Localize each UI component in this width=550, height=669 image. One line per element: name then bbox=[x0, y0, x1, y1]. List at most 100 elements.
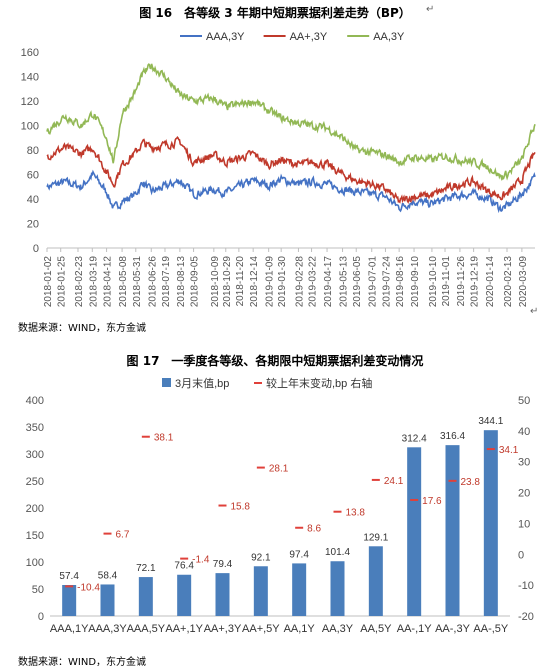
bar-AA,1Y bbox=[292, 563, 307, 616]
legend-label-0: AAA,3Y bbox=[206, 31, 245, 43]
legend-label-bar: 3月末值,bp bbox=[175, 376, 229, 390]
x-tick-label: 2019-02-28 bbox=[294, 256, 305, 308]
legend-swatch-bar bbox=[162, 378, 171, 387]
x-tick-label: 2018-04-12 bbox=[103, 256, 114, 308]
change-value-label: 15.8 bbox=[231, 502, 251, 513]
change-value-label: 24.1 bbox=[384, 476, 404, 487]
y-tick-label: 60 bbox=[27, 170, 39, 182]
line-chart: AAA,3Y AA+,3Y AA,3Y 0 20 40 60 80 100 120 140 160 20… bbox=[21, 31, 536, 308]
x-tick-label: AA,5Y bbox=[360, 623, 392, 635]
x-tick-label: 2018-01-02 bbox=[43, 256, 54, 308]
y-tick-label: 160 bbox=[21, 47, 39, 59]
bar-value-label: 57.4 bbox=[59, 571, 79, 582]
x-tick-label: 2019-08-16 bbox=[395, 256, 406, 308]
bar-AA+,1Y bbox=[177, 574, 192, 616]
change-value-label: 17.6 bbox=[422, 496, 442, 507]
change-value-label: 6.7 bbox=[116, 530, 130, 541]
x-tick-label: 2019-01-30 bbox=[277, 256, 288, 308]
x-tick-label: 2019-11-26 bbox=[456, 256, 467, 307]
y-tick-label: 140 bbox=[21, 72, 39, 84]
y2-tick-label: 40 bbox=[518, 426, 530, 438]
change-value-label: 38.1 bbox=[154, 433, 174, 444]
x-tick-label: 2018-02-23 bbox=[74, 256, 85, 308]
change-value-label: 23.8 bbox=[461, 477, 481, 488]
change-value-label: 34.1 bbox=[499, 445, 519, 456]
change-value-label: 8.6 bbox=[307, 524, 321, 535]
paragraph-mark-icon: ↵ bbox=[426, 4, 435, 15]
y-tick-label: 0 bbox=[38, 611, 44, 623]
bar-value-label: 316.4 bbox=[440, 431, 465, 442]
figure16-source: 数据来源：WIND，东方金诚 bbox=[18, 323, 147, 334]
x-tick-label: 2018-05-08 bbox=[118, 256, 129, 308]
x-tick-label: AA+,5Y bbox=[242, 623, 280, 635]
x-tick-label: 2018-10-29 bbox=[222, 256, 233, 308]
bar-value-label: 92.1 bbox=[251, 552, 271, 563]
x-tick-label: 2020-01-14 bbox=[485, 256, 496, 308]
x-tick-label: 2019-05-13 bbox=[339, 256, 350, 308]
bar-AA,3Y bbox=[330, 561, 345, 616]
bar-AAA,3Y bbox=[100, 584, 115, 616]
y2-tick-label: 10 bbox=[518, 518, 530, 530]
y2-tick-label: -20 bbox=[518, 611, 534, 623]
x-tick-label: AA-,1Y bbox=[397, 623, 433, 635]
y-tick-label: 50 bbox=[32, 584, 44, 596]
y2-tick-label: 20 bbox=[518, 488, 530, 500]
x-tick-label: 2018-12-14 bbox=[249, 256, 260, 308]
x-tick-label: 2019-07-24 bbox=[381, 256, 392, 308]
y-tick-label: 0 bbox=[33, 243, 39, 255]
x-tick-label: 2019-03-22 bbox=[308, 256, 319, 308]
x-tick-label: 2018-01-25 bbox=[57, 256, 68, 308]
paragraph-mark-icon: ↵ bbox=[530, 306, 539, 317]
bar-value-label: 129.1 bbox=[363, 532, 388, 543]
change-value-label: 28.1 bbox=[269, 464, 289, 475]
y2-tick-label: 0 bbox=[518, 549, 524, 561]
series-line-AAA,3Y bbox=[46, 169, 536, 214]
bar-AA,5Y bbox=[368, 546, 383, 616]
x-tick-label: 2019-06-05 bbox=[352, 256, 363, 308]
change-value-label: -10.4 bbox=[77, 582, 100, 593]
y-tick-label: 350 bbox=[26, 422, 44, 434]
bar-value-label: 312.4 bbox=[402, 433, 427, 444]
x-tick-label: 2020-03-09 bbox=[518, 256, 529, 308]
x-tick-label: 2018-09-05 bbox=[190, 256, 201, 308]
y-tick-label: 300 bbox=[26, 449, 44, 461]
y-tick-label: 150 bbox=[26, 530, 44, 542]
y-tick-label: 200 bbox=[26, 503, 44, 515]
x-tick-label: 2019-01-09 bbox=[265, 256, 276, 308]
y-tick-label: 40 bbox=[27, 194, 39, 206]
bar-AA+,5Y bbox=[253, 566, 268, 616]
bar-AA-,5Y bbox=[483, 430, 498, 616]
x-tick-label: AA,3Y bbox=[322, 623, 354, 635]
y-tick-label: 80 bbox=[27, 145, 39, 157]
x-tick-label: 2018-10-09 bbox=[210, 256, 221, 308]
x-tick-label: 2018-07-19 bbox=[161, 256, 172, 308]
bar-value-label: 97.4 bbox=[289, 549, 309, 560]
x-tick-label: 2019-11-01 bbox=[441, 256, 452, 307]
x-tick-label: 2018-05-31 bbox=[132, 256, 143, 308]
bar-AA-,1Y bbox=[407, 447, 422, 616]
x-tick-label: 2019-04-17 bbox=[323, 256, 334, 308]
figure17-source: 数据来源：WIND，东方金诚 bbox=[18, 657, 147, 668]
series-line-AA,3Y bbox=[46, 63, 536, 182]
x-tick-label: 2018-03-19 bbox=[88, 256, 99, 308]
x-tick-label: AA+,3Y bbox=[204, 623, 242, 635]
x-tick-label: AA,1Y bbox=[284, 623, 316, 635]
x-tick-label: AA-,5Y bbox=[473, 623, 509, 635]
x-tick-label: 2020-02-13 bbox=[503, 256, 514, 308]
figure16-title: 图 16 各等级 3 年期中短期票据利差走势（BP） bbox=[139, 6, 411, 20]
x-tick-label: 2018-06-26 bbox=[147, 256, 158, 308]
bar-value-label: 76.4 bbox=[174, 561, 194, 572]
bar-value-label: 79.4 bbox=[213, 559, 233, 570]
bar-AA+,3Y bbox=[215, 573, 230, 616]
x-tick-label: AAA,1Y bbox=[50, 623, 89, 635]
figure17-title: 图 17 一季度各等级、各期限中短期票据利差变动情况 bbox=[126, 354, 424, 368]
bar-AAA,5Y bbox=[138, 577, 153, 616]
change-value-label: -1.4 bbox=[192, 555, 210, 566]
y-tick-label: 120 bbox=[21, 96, 39, 108]
bar-value-label: 101.4 bbox=[325, 547, 350, 558]
bar-AA-,3Y bbox=[445, 445, 460, 616]
y2-tick-label: 30 bbox=[518, 457, 530, 469]
x-tick-label: AAA,5Y bbox=[127, 623, 166, 635]
x-tick-label: AAA,3Y bbox=[88, 623, 127, 635]
y-tick-label: 250 bbox=[26, 476, 44, 488]
